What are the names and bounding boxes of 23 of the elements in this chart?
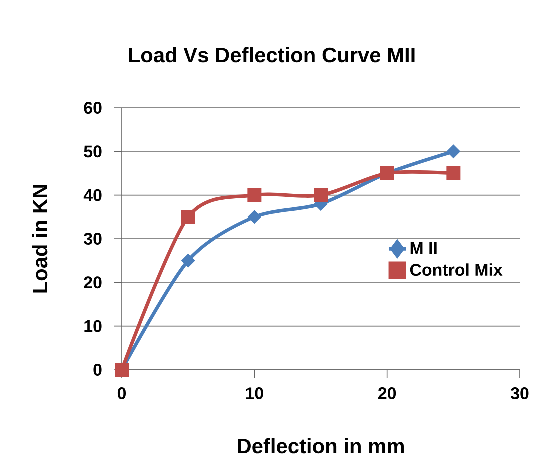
x-axis-title: Deflection in mm [238, 438, 404, 454]
point [314, 188, 328, 202]
chart-title: Load Vs Deflection Curve MII [129, 47, 415, 63]
y-tick-label: 60 [84, 102, 102, 114]
y-tick-label: 20 [84, 276, 102, 289]
y-tick-label: 30 [84, 232, 102, 246]
x-tick-label: 20 [378, 388, 396, 400]
x-tick-label: 10 [246, 388, 264, 400]
y-axis-title: Load in KN [32, 185, 48, 293]
y-tick-label: 0 [94, 364, 102, 376]
legend-label: Control Mix [410, 264, 503, 276]
x-tick-label: 30 [510, 388, 529, 400]
x-tick-label: 0 [118, 388, 126, 400]
legend-label: M II [410, 242, 437, 254]
point [181, 254, 196, 268]
point [181, 210, 196, 224]
y-tick-label: 40 [84, 189, 102, 202]
point [446, 144, 461, 159]
y-tick-label: 50 [84, 146, 102, 158]
point [248, 188, 262, 202]
point [446, 166, 461, 180]
y-tick-label: 10 [84, 320, 102, 332]
point [248, 210, 262, 224]
